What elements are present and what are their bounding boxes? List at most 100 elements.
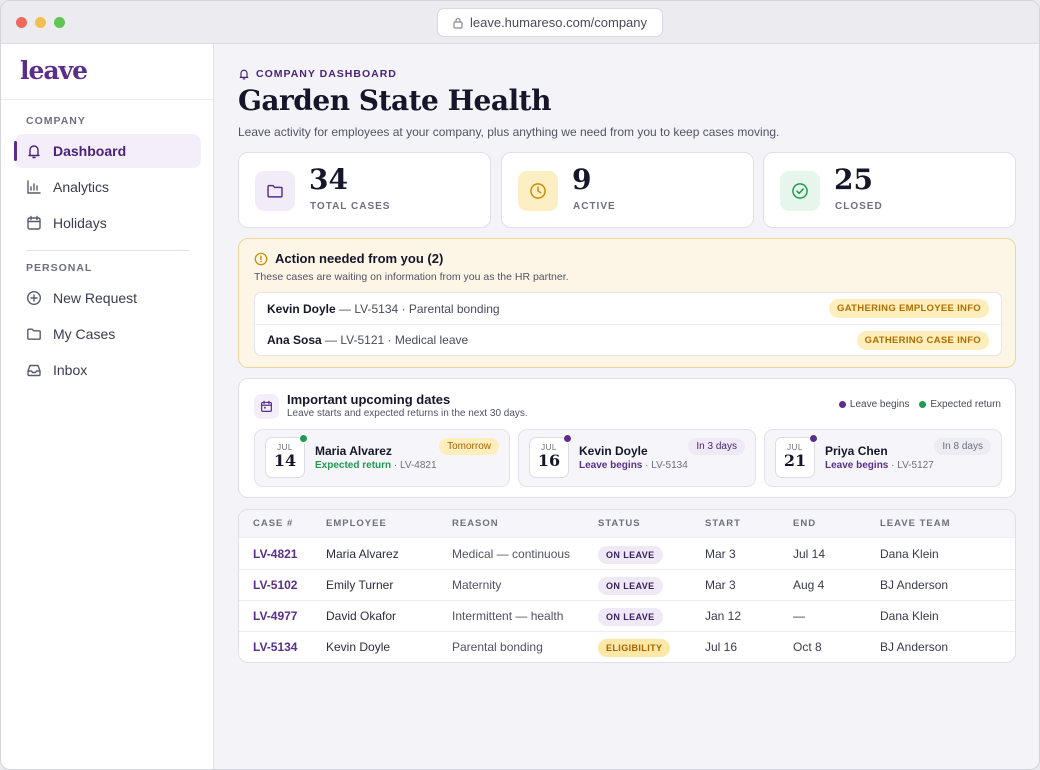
- section-label-personal: PERSONAL: [26, 262, 93, 274]
- date-month: JUL: [277, 443, 293, 452]
- column-header[interactable]: LEAVE TEAM: [880, 518, 951, 529]
- leave-team-cell: Dana Klein: [880, 609, 939, 623]
- sidebar-item-my-cases[interactable]: My Cases: [15, 317, 201, 351]
- action-item[interactable]: Kevin Doyle — LV-5134 · Parental bonding…: [255, 293, 1001, 324]
- employee-cell: David Okafor: [326, 609, 397, 623]
- address-bar[interactable]: leave.humareso.com/company: [437, 8, 663, 37]
- maximize-window-button[interactable]: [54, 17, 65, 28]
- sidebar-item-inbox[interactable]: Inbox: [15, 353, 201, 387]
- event-meta: Leave begins · LV-5134: [579, 460, 688, 471]
- leave-team-cell: BJ Anderson: [880, 578, 949, 592]
- event-type: Leave begins: [579, 460, 643, 471]
- column-header[interactable]: REASON: [452, 518, 499, 529]
- date-month: JUL: [541, 443, 557, 452]
- browser-titlebar: leave.humareso.com/company: [1, 1, 1039, 44]
- start-cell: Jul 16: [705, 640, 738, 654]
- column-header[interactable]: START: [705, 518, 741, 529]
- case-ref: · LV-5134: [642, 460, 688, 471]
- action-needed-panel: Action needed from you (2) These cases a…: [238, 238, 1016, 368]
- calendar-icon: [254, 394, 279, 419]
- sidebar-item-label: Holidays: [53, 215, 107, 231]
- column-header[interactable]: END: [793, 518, 817, 529]
- action-needed-title-text: Action needed from you (2): [275, 251, 444, 266]
- event-meta: Leave begins · LV-5127: [825, 460, 934, 471]
- case-detail: — LV-5121 · Medical leave: [321, 333, 469, 347]
- sidebar-item-label: Inbox: [53, 362, 88, 378]
- date-month: JUL: [787, 443, 803, 452]
- stat-value: 9: [572, 163, 592, 196]
- sidebar-item-new-request[interactable]: New Request: [15, 281, 201, 315]
- stat-value: 34: [309, 163, 348, 196]
- bell-icon: [239, 69, 249, 80]
- sidebar-item-holidays[interactable]: Holidays: [15, 206, 201, 240]
- event-type: Expected return: [315, 460, 392, 471]
- stat-label: TOTAL CASES: [310, 201, 391, 212]
- stat-card-active: 9 ACTIVE: [501, 152, 754, 228]
- reason-cell: Maternity: [452, 578, 502, 592]
- date-badge: JUL 16: [529, 434, 572, 478]
- lock-icon: [453, 17, 463, 29]
- app-logo[interactable]: leave: [20, 56, 88, 85]
- table-row[interactable]: LV-5102 Emily Turner Maternity ON LEAVE …: [239, 569, 1015, 600]
- table-row[interactable]: LV-4977 David Okafor Intermittent — heal…: [239, 600, 1015, 631]
- divider: [26, 250, 189, 251]
- legend-dot: [919, 401, 927, 408]
- date-card[interactable]: JUL 14 Maria Alvarez Expected return · L…: [254, 429, 510, 487]
- case-link[interactable]: LV-5134: [253, 640, 298, 654]
- sidebar-item-analytics[interactable]: Analytics: [15, 170, 201, 204]
- action-needed-title: Action needed from you (2): [254, 251, 443, 266]
- case-ref: · LV-4821: [391, 460, 437, 471]
- case-detail: — LV-5134 · Parental bonding: [335, 301, 500, 316]
- stat-label: ACTIVE: [573, 201, 616, 212]
- employee-cell: Emily Turner: [326, 578, 394, 592]
- table-row[interactable]: LV-4821 Maria Alvarez Medical — continuo…: [239, 538, 1015, 569]
- action-item-text: Ana Sosa — LV-5121 · Medical leave: [267, 333, 468, 347]
- case-link[interactable]: LV-4977: [253, 609, 298, 623]
- date-badge: JUL 14: [265, 434, 308, 478]
- leave-team-cell: BJ Anderson: [880, 640, 949, 654]
- action-item[interactable]: Ana Sosa — LV-5121 · Medical leave GATHE…: [255, 324, 1001, 355]
- plus-circle-icon: [26, 290, 42, 306]
- date-card[interactable]: JUL 16 Kevin Doyle Leave begins · LV-513…: [518, 429, 756, 487]
- date-badge: JUL 21: [775, 434, 818, 478]
- upcoming-dates-title: Important upcoming dates: [287, 392, 451, 407]
- employee-name: Priya Chen: [825, 444, 888, 458]
- legend-item: Leave begins: [838, 399, 909, 410]
- status-cell: ON LEAVE: [598, 577, 705, 595]
- column-header[interactable]: CASE #: [253, 518, 294, 529]
- sidebar-item-label: My Cases: [53, 326, 116, 342]
- bar-chart-icon: [27, 180, 41, 194]
- clock-icon: [518, 171, 558, 211]
- employee-name: Ana Sosa: [267, 333, 322, 347]
- sidebar-item-label: Analytics: [53, 179, 110, 195]
- calendar-icon: [27, 215, 41, 230]
- start-cell: Mar 3: [705, 578, 736, 592]
- case-link[interactable]: LV-4821: [253, 546, 298, 561]
- stat-label: CLOSED: [835, 201, 883, 212]
- upcoming-dates-panel: Important upcoming dates Leave starts an…: [238, 378, 1016, 498]
- column-header[interactable]: EMPLOYEE: [326, 518, 387, 529]
- event-type: Leave begins: [825, 460, 889, 471]
- table-row[interactable]: LV-5134 Kevin Doyle Parental bonding ELI…: [239, 631, 1015, 662]
- eyebrow-text: COMPANY DASHBOARD: [256, 68, 397, 80]
- divider: [1, 99, 213, 100]
- case-ref: · LV-5127: [888, 460, 934, 471]
- table-header: CASE # EMPLOYEE REASON STATUS START END …: [239, 510, 1015, 538]
- end-cell: Aug 4: [793, 578, 825, 592]
- minimize-window-button[interactable]: [35, 17, 46, 28]
- column-header[interactable]: STATUS: [598, 518, 641, 529]
- date-day: 14: [273, 451, 297, 470]
- date-card[interactable]: JUL 21 Priya Chen Leave begins · LV-5127…: [764, 429, 1002, 487]
- page-title: Garden State Health: [238, 84, 551, 117]
- case-link[interactable]: LV-5102: [253, 578, 298, 592]
- leave-team-cell: Dana Klein: [880, 546, 939, 561]
- status-badge: ON LEAVE: [598, 545, 663, 564]
- close-window-button[interactable]: [16, 17, 27, 28]
- employee-name: Maria Alvarez: [315, 444, 392, 458]
- folder-icon: [27, 328, 41, 340]
- sidebar-item-dashboard[interactable]: Dashboard: [14, 134, 201, 168]
- reason-cell: Intermittent — health: [452, 609, 564, 623]
- reason-cell: Parental bonding: [452, 640, 543, 654]
- status-cell: ON LEAVE: [598, 608, 705, 626]
